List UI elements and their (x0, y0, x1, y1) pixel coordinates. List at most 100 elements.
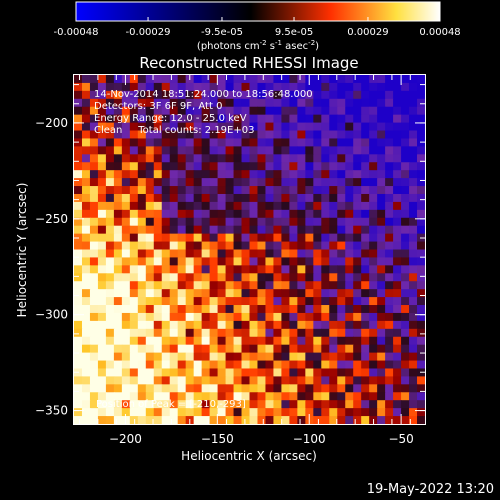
heatmap-cell (393, 178, 402, 187)
heatmap-cell (289, 75, 298, 84)
heatmap-cell (145, 178, 155, 187)
heatmap-cell (105, 384, 115, 393)
heatmap-cell (377, 82, 386, 92)
heatmap-cell (417, 130, 426, 140)
heatmap-cell (177, 178, 187, 187)
heatmap-cell (233, 146, 243, 155)
heatmap-cell (169, 98, 179, 108)
heatmap-cell (273, 344, 283, 354)
heatmap-cell (329, 186, 338, 195)
heatmap-cell (233, 281, 243, 290)
heatmap-cell (185, 241, 195, 251)
heatmap-cell (225, 400, 235, 409)
heatmap-cell (74, 82, 83, 92)
heatmap-cell (185, 328, 195, 338)
heatmap-cell (337, 178, 346, 187)
heatmap-cell (313, 297, 322, 306)
heatmap-cell (353, 154, 362, 163)
heatmap-cell (233, 75, 243, 84)
heatmap-cell (385, 233, 394, 243)
heatmap-cell (409, 138, 418, 147)
heatmap-cell (265, 106, 275, 116)
heatmap-cell (289, 344, 298, 354)
heatmap-cell (393, 90, 402, 100)
heatmap-cell (321, 98, 330, 108)
heatmap-cell (193, 289, 203, 298)
heatmap-cell (89, 320, 99, 330)
heatmap-cell (137, 154, 147, 163)
heatmap-cell (353, 138, 362, 147)
heatmap-cell (185, 122, 195, 132)
heatmap-cell (121, 312, 131, 322)
heatmap-cell (361, 146, 370, 155)
heatmap-cell (225, 233, 235, 243)
heatmap-cell (377, 376, 386, 385)
heatmap-cell (393, 289, 402, 298)
heatmap-image (74, 75, 426, 425)
heatmap-cell (321, 130, 330, 140)
heatmap-cell (113, 368, 123, 378)
heatmap-cell (121, 209, 131, 219)
heatmap-cell (393, 75, 402, 84)
heatmap-cell (145, 384, 155, 393)
heatmap-cell (393, 312, 402, 322)
heatmap-cell (417, 416, 426, 425)
heatmap-cell (401, 82, 410, 92)
heatmap-cell (305, 106, 314, 116)
heatmap-cell (241, 416, 251, 425)
heatmap-cell (233, 170, 243, 179)
heatmap-cell (361, 368, 370, 378)
heatmap-cell (201, 201, 211, 211)
annotation-energy: Energy Range: 12.0 - 25.0 keV (94, 113, 247, 124)
heatmap-cell (313, 257, 322, 266)
heatmap-cell (385, 289, 394, 298)
heatmap-cell (249, 392, 259, 401)
heatmap-cell (233, 193, 243, 203)
heatmap-cell (393, 249, 402, 259)
heatmap-cell (249, 328, 259, 338)
heatmap-cell (193, 384, 203, 393)
heatmap-cell (137, 146, 147, 155)
heatmap-cell (321, 328, 330, 338)
heatmap-cell (145, 170, 155, 179)
heatmap-cell (353, 90, 362, 100)
heatmap-cell (401, 328, 410, 338)
heatmap-cell (329, 209, 338, 219)
heatmap-cell (297, 257, 306, 266)
heatmap-cell (321, 114, 330, 124)
heatmap-cell (313, 154, 322, 163)
heatmap-cell (313, 273, 322, 282)
heatmap-cell (137, 114, 147, 124)
heatmap-cell (353, 281, 362, 290)
heatmap-cell (297, 122, 306, 132)
heatmap-cell (417, 138, 426, 147)
heatmap-cell (401, 320, 410, 330)
heatmap-cell (297, 368, 306, 378)
heatmap-cell (337, 162, 346, 171)
heatmap-cell (185, 201, 195, 211)
heatmap-cell (89, 384, 99, 393)
heatmap-cell (265, 400, 275, 409)
heatmap-cell (105, 416, 115, 425)
heatmap-cell (81, 265, 91, 274)
heatmap-cell (313, 138, 322, 147)
heatmap-cell (409, 170, 418, 179)
heatmap-cell (161, 289, 171, 298)
heatmap-cell (81, 281, 91, 290)
heatmap-cell (169, 114, 179, 124)
heatmap-cell (409, 122, 418, 132)
heatmap-cell (241, 336, 251, 346)
heatmap-cell (233, 186, 243, 195)
heatmap-cell (401, 249, 410, 259)
heatmap-cell (241, 209, 251, 219)
heatmap-cell (313, 312, 322, 322)
heatmap-cell (74, 368, 83, 378)
heatmap-cell (313, 289, 322, 298)
heatmap-cell (257, 289, 267, 298)
heatmap-cell (377, 400, 386, 409)
heatmap-cell (225, 305, 235, 314)
heatmap-cell (74, 336, 83, 346)
heatmap-cell (113, 320, 123, 330)
heatmap-cell (353, 297, 362, 306)
heatmap-cell (81, 106, 91, 116)
